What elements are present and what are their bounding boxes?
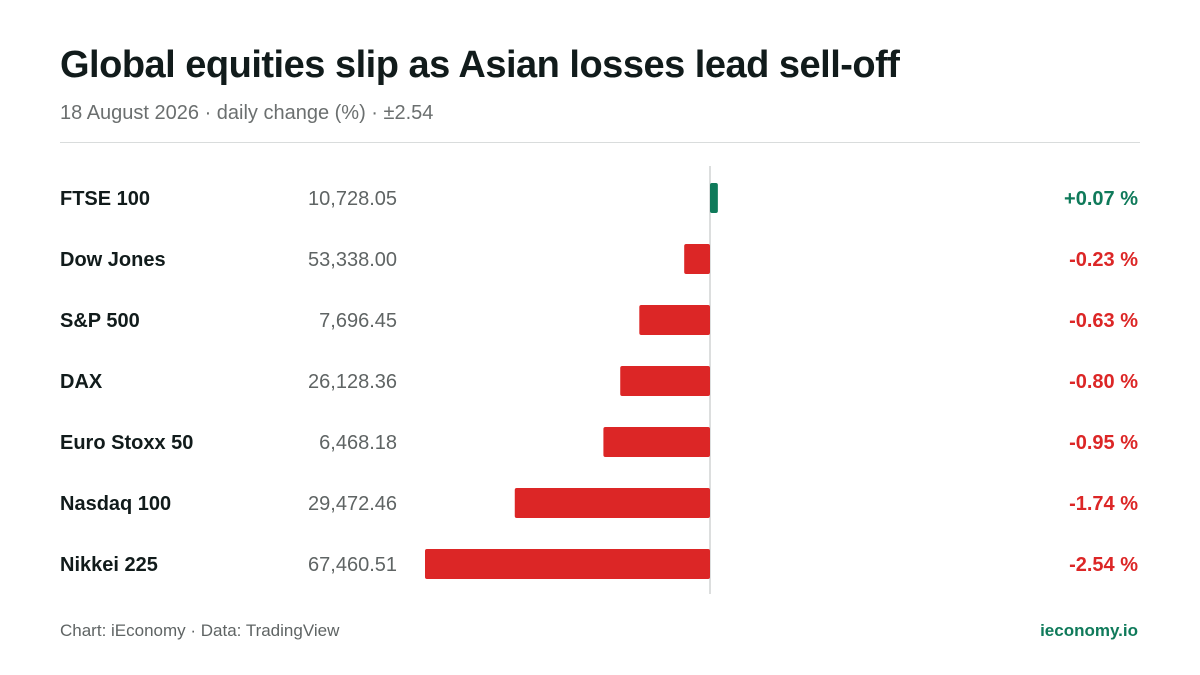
index-name-label: Nikkei 225 [60, 554, 158, 576]
index-level-label: 53,338.00 [308, 249, 397, 271]
index-level-label: 67,460.51 [308, 554, 397, 576]
change-value-label: -0.80 % [1069, 371, 1138, 393]
change-bar [603, 427, 710, 457]
index-name-label: Euro Stoxx 50 [60, 432, 193, 454]
index-name-label: Dow Jones [60, 249, 166, 271]
source-credit: Chart: iEconomy · Data: TradingView [60, 621, 340, 640]
change-bar [684, 244, 710, 274]
index-name-label: S&P 500 [60, 310, 140, 332]
change-bar [514, 488, 710, 518]
index-level-label: 29,472.46 [308, 493, 397, 515]
index-level-label: 7,696.45 [319, 310, 397, 332]
index-level-label: 10,728.05 [308, 188, 397, 210]
change-bar [620, 366, 710, 396]
index-name-label: FTSE 100 [60, 188, 150, 210]
brand-link[interactable]: ieconomy.io [1040, 621, 1138, 640]
change-value-label: -0.63 % [1069, 310, 1138, 332]
chart-subtitle: 18 August 2026 · daily change (%) · ±2.5… [60, 102, 434, 124]
change-value-label: -2.54 % [1069, 554, 1138, 576]
change-value-label: -0.23 % [1069, 249, 1138, 271]
index-level-label: 6,468.18 [319, 432, 397, 454]
index-level-label: 26,128.36 [308, 371, 397, 393]
change-bar [425, 549, 710, 579]
header-divider [60, 142, 1140, 143]
chart-title: Global equities slip as Asian losses lea… [60, 44, 900, 86]
change-value-label: +0.07 % [1064, 188, 1138, 210]
change-value-label: -1.74 % [1069, 493, 1138, 515]
change-value-label: -0.95 % [1069, 432, 1138, 454]
index-name-label: DAX [60, 371, 103, 393]
index-name-label: Nasdaq 100 [60, 493, 171, 515]
bar-chart: FTSE 100 10,728.05 +0.07 % Dow Jones 53,338.… [60, 166, 1138, 594]
change-bar [710, 183, 718, 213]
change-bar [639, 305, 710, 335]
